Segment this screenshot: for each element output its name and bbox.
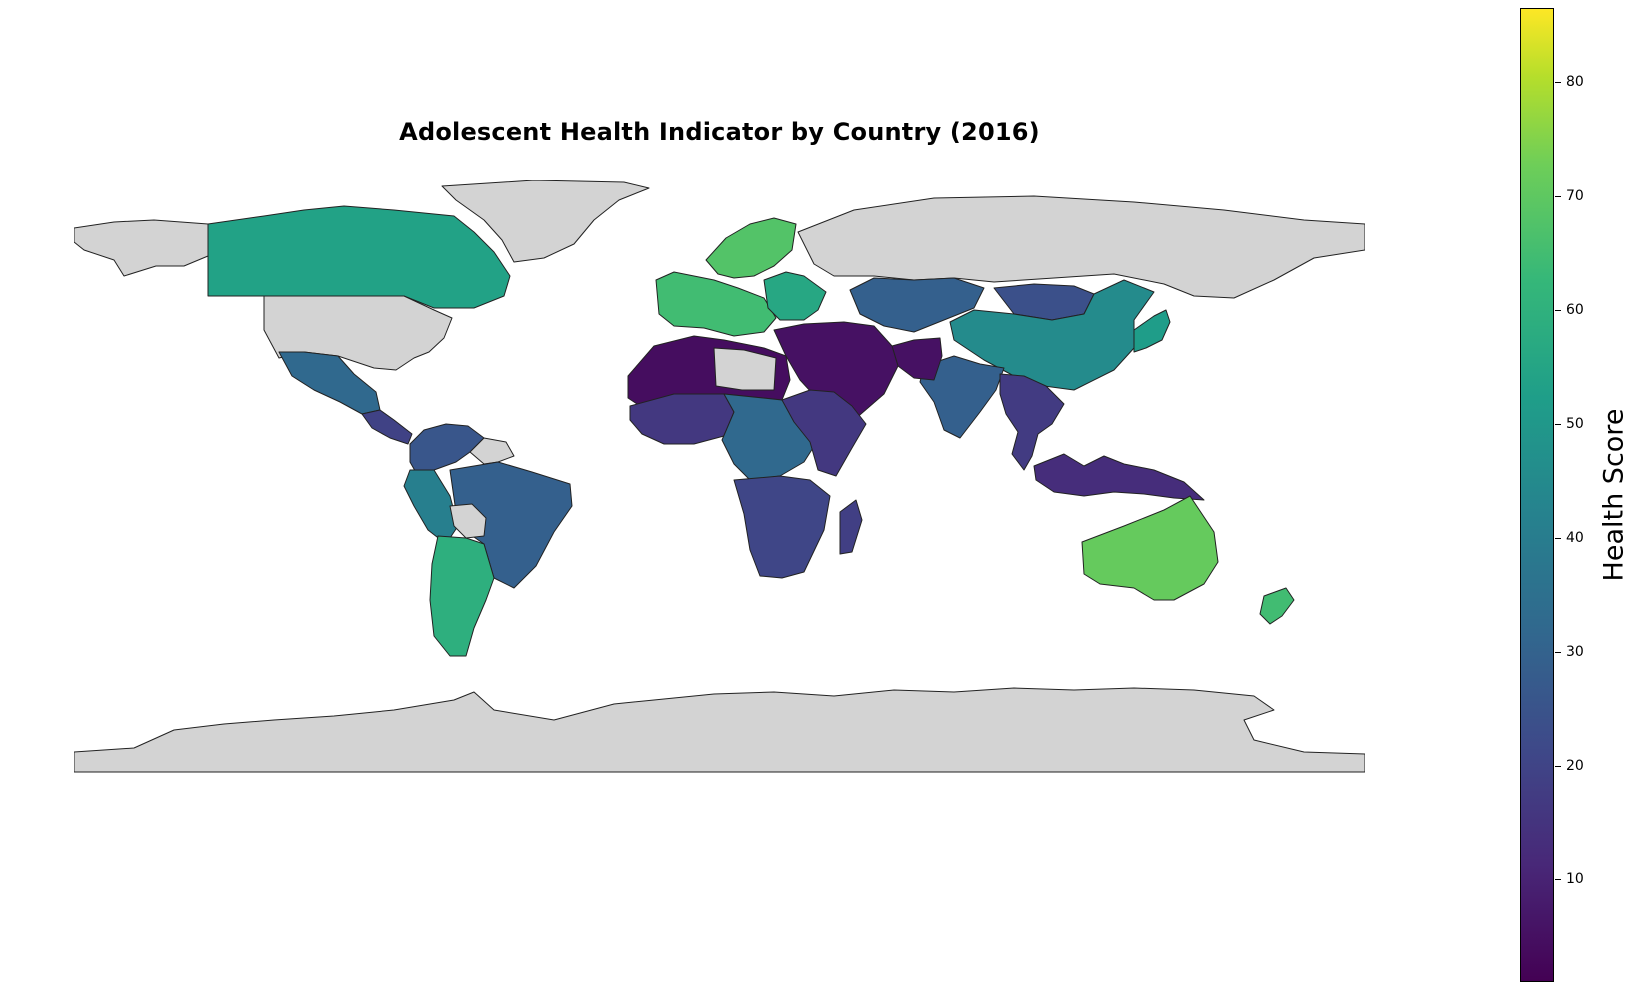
region-indonesia-png: [1033, 453, 1205, 501]
region-australia: [1081, 495, 1219, 601]
region-libya: [713, 347, 777, 391]
colorbar-tick-label: 20: [1566, 758, 1584, 774]
colorbar-tick: [1555, 424, 1561, 425]
colorbar-tick-label: 70: [1566, 188, 1584, 204]
colorbar-tick-label: 60: [1566, 302, 1584, 318]
region-west-africa: [629, 393, 735, 445]
region-russia: [797, 195, 1365, 299]
region-canada: [207, 205, 511, 309]
region-southern-africa: [733, 475, 831, 579]
map-title: Adolescent Health Indicator by Country (…: [399, 118, 1040, 146]
region-chile-argentina: [429, 535, 495, 657]
region-afghanistan-pakistan: [891, 337, 943, 381]
region-new-zealand: [1259, 587, 1295, 625]
colorbar-tick-label: 80: [1566, 74, 1584, 90]
colorbar-tick-label: 40: [1566, 530, 1584, 546]
region-alaska: [74, 219, 209, 277]
region-india: [919, 355, 1005, 439]
region-eastern-europe: [763, 271, 827, 321]
region-east-africa: [781, 389, 867, 477]
world-map: [74, 180, 1365, 773]
region-middle-east: [773, 321, 899, 421]
colorbar-tick-label: 50: [1566, 416, 1584, 432]
colorbar-tick: [1555, 538, 1561, 539]
region-western-europe: [655, 271, 777, 337]
region-central-america: [361, 409, 413, 445]
region-greenland: [441, 180, 650, 263]
colorbar-tick: [1555, 879, 1561, 880]
region-antarctica: [74, 687, 1365, 773]
colorbar-label: Health Score: [1598, 408, 1630, 582]
colorbar-tick: [1555, 766, 1561, 767]
colorbar-tick: [1555, 652, 1561, 653]
colorbar-tick-label: 30: [1566, 644, 1584, 660]
region-kazakhstan: [849, 277, 985, 333]
region-bolivia: [449, 503, 487, 539]
region-madagascar: [839, 499, 863, 555]
colorbar-tick-label: 10: [1566, 871, 1584, 887]
colorbar-tick: [1555, 310, 1561, 311]
colorbar-tick: [1555, 196, 1561, 197]
region-scandinavia: [705, 217, 797, 279]
region-southeast-asia: [999, 373, 1065, 471]
colorbar: [1520, 8, 1554, 982]
region-japan: [1133, 309, 1171, 353]
colorbar-tick: [1555, 82, 1561, 83]
